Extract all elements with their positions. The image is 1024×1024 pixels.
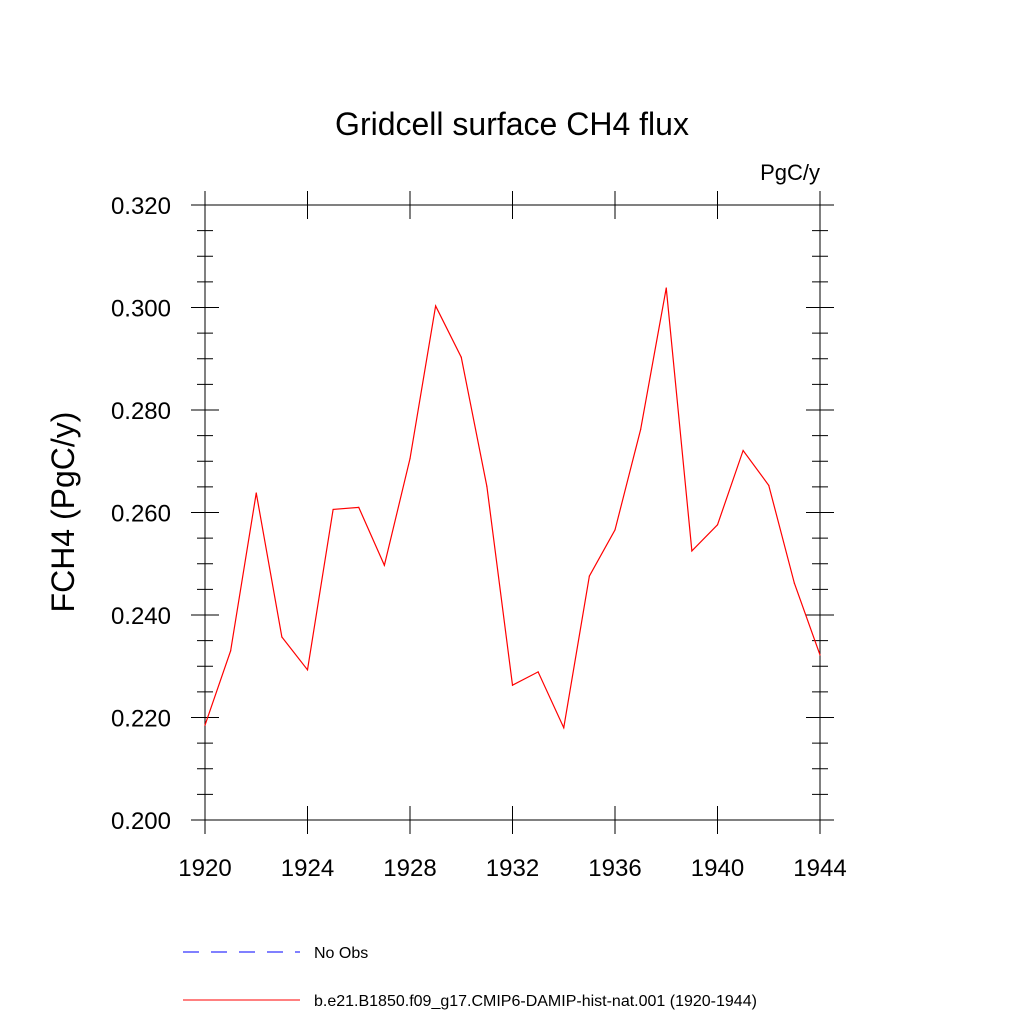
data-point — [640, 428, 642, 431]
data-point — [819, 654, 821, 656]
x-tick-label: 1920 — [178, 855, 231, 882]
legend-label: No Obs — [314, 945, 368, 962]
legend-label: b.e21.B1850.f09_g17.CMIP6-DAMIP-hist-nat… — [314, 993, 757, 1010]
legend: No Obs b.e21.B1850.f09_g17.CMIP6-DAMIP-hi… — [183, 945, 757, 1010]
y-tick-label: 0.240 — [111, 603, 171, 630]
y-tick-label: 0.200 — [111, 808, 171, 835]
data-point — [563, 727, 565, 729]
data-point — [742, 449, 744, 452]
x-tick-label: 1928 — [383, 855, 436, 882]
y-tick-label: 0.300 — [111, 296, 171, 323]
y-tick-label: 0.320 — [111, 193, 171, 220]
data-point — [716, 524, 719, 526]
plot-area: 1920 1924 1928 1932 1936 1940 1944 0.200 0.220 0.… — [111, 191, 847, 882]
series-line — [204, 287, 821, 730]
data-point — [486, 485, 488, 487]
data-point — [793, 582, 795, 584]
data-point — [383, 564, 385, 566]
data-point — [665, 287, 667, 289]
data-point — [255, 492, 257, 494]
y-tick-label: 0.280 — [111, 398, 171, 425]
data-point — [204, 724, 206, 726]
x-tick-label: 1924 — [281, 855, 334, 882]
data-point — [614, 529, 616, 531]
data-point — [332, 508, 334, 511]
data-point — [358, 506, 360, 508]
x-tick-label: 1940 — [691, 855, 744, 882]
data-point — [230, 650, 232, 652]
chart-title: Gridcell surface CH4 flux — [335, 106, 689, 142]
y-tick-label: 0.220 — [111, 706, 171, 733]
x-tick-label: 1944 — [793, 855, 846, 882]
y-axis-label: FCH4 (PgC/y) — [45, 412, 81, 613]
data-point — [435, 305, 437, 307]
data-point — [537, 671, 539, 673]
data-point — [768, 484, 770, 486]
x-tick-label: 1936 — [588, 855, 641, 882]
data-point — [511, 684, 514, 686]
data-point — [409, 458, 411, 460]
data-point — [460, 356, 462, 358]
x-tick-label: 1932 — [486, 855, 539, 882]
data-point — [306, 669, 309, 671]
y-tick-label: 0.260 — [111, 501, 171, 528]
data-point — [281, 636, 283, 638]
data-point — [588, 575, 590, 577]
data-point — [691, 550, 693, 552]
units-label: PgC/y — [760, 160, 820, 185]
plot-frame — [204, 204, 821, 821]
